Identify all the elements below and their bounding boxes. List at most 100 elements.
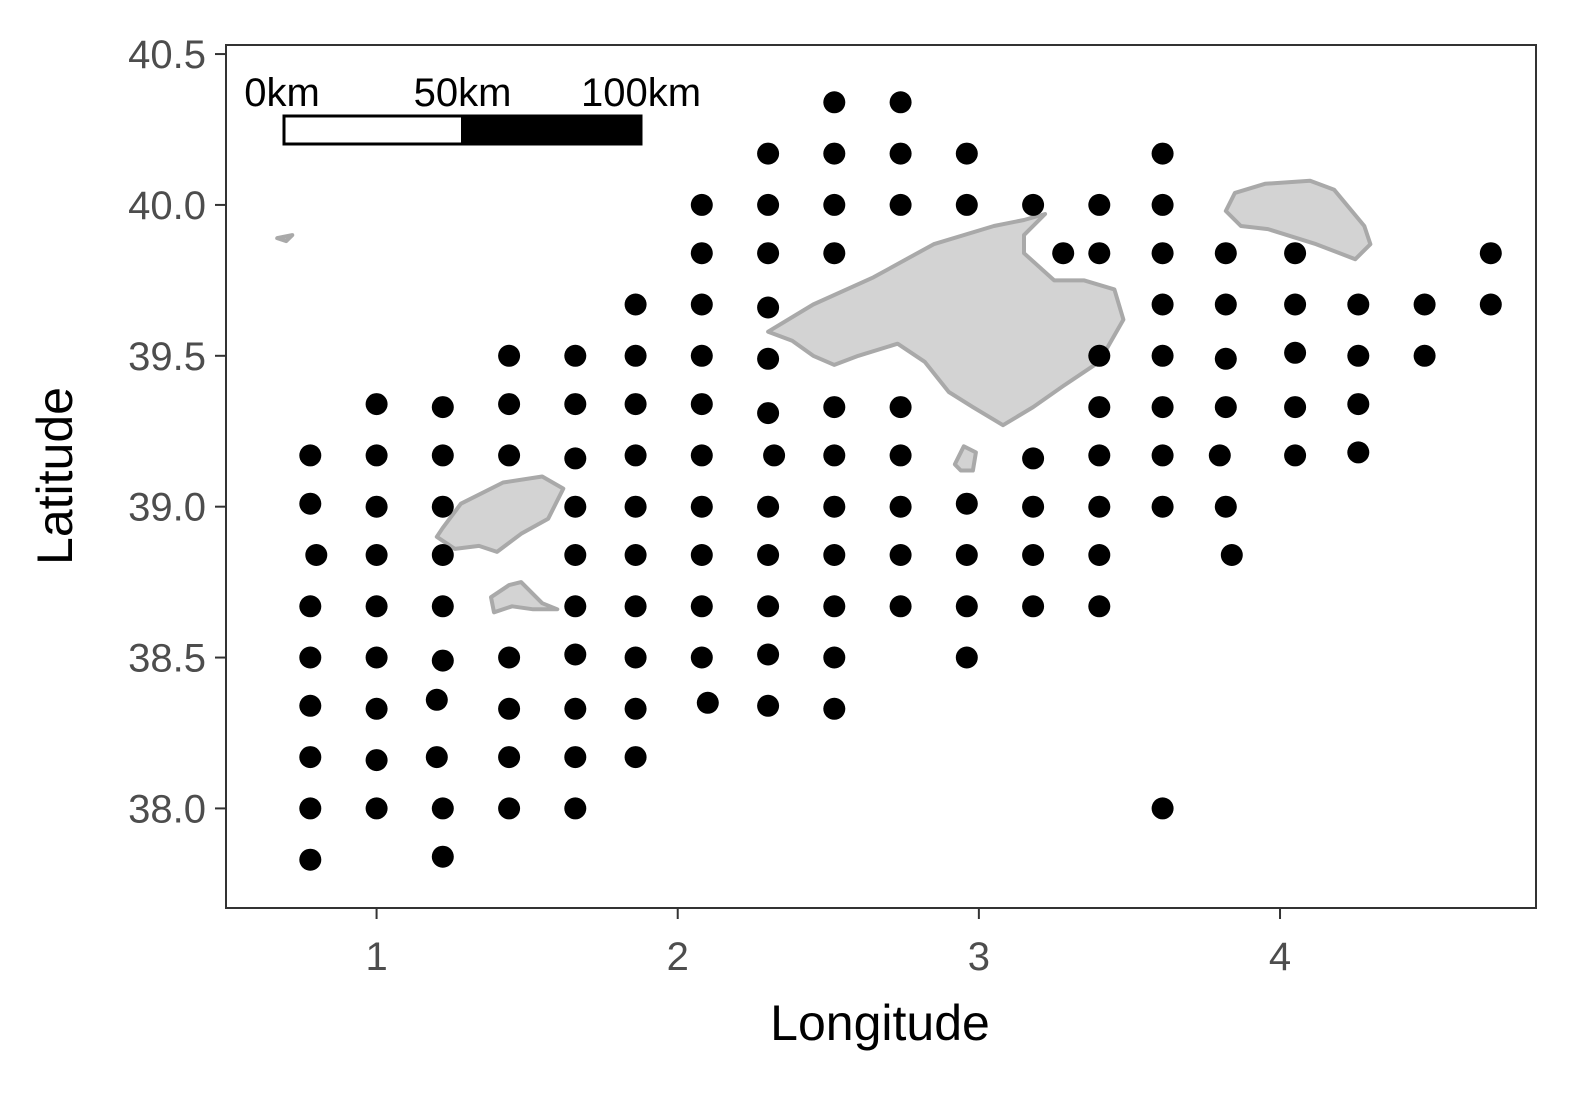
data-point <box>690 544 713 566</box>
data-point <box>299 746 322 769</box>
data-point <box>299 444 322 467</box>
data-point <box>1022 595 1045 618</box>
data-point <box>823 646 846 669</box>
data-point <box>690 444 713 467</box>
data-point <box>1022 495 1045 518</box>
scale-bar: 0km 50km 100km <box>244 71 701 146</box>
data-point <box>757 643 780 666</box>
x-axis: 1 2 3 4 <box>365 908 1291 979</box>
data-point <box>690 193 713 216</box>
data-point <box>757 242 780 265</box>
data-point <box>1022 544 1045 566</box>
data-point <box>1151 495 1174 518</box>
data-point <box>955 142 978 165</box>
data-point <box>431 396 454 419</box>
data-point <box>955 595 978 618</box>
data-point <box>889 495 912 518</box>
data-point <box>431 649 454 672</box>
data-point <box>1151 344 1174 367</box>
data-point <box>431 495 454 518</box>
data-point <box>299 694 322 717</box>
data-point <box>624 444 647 467</box>
data-point <box>365 444 388 467</box>
data-point <box>365 646 388 669</box>
data-point <box>955 544 978 566</box>
data-point <box>624 344 647 367</box>
data-point <box>299 595 322 618</box>
data-point <box>690 495 713 518</box>
data-point <box>365 749 388 772</box>
data-point <box>431 845 454 868</box>
data-point <box>498 697 521 720</box>
data-point <box>365 544 388 566</box>
data-point <box>365 595 388 618</box>
data-point <box>498 746 521 769</box>
data-point <box>305 544 328 566</box>
y-tick-label: 40.5 <box>128 33 206 77</box>
data-point <box>1151 396 1174 419</box>
land-layer <box>275 178 1373 615</box>
island-cabrera <box>952 444 978 473</box>
data-point <box>1208 444 1231 467</box>
data-point <box>1284 341 1307 364</box>
x-tick-label: 4 <box>1269 935 1291 979</box>
data-point <box>564 797 587 820</box>
data-point <box>1214 242 1237 265</box>
data-point <box>564 595 587 618</box>
data-point <box>624 746 647 769</box>
data-point <box>498 344 521 367</box>
x-axis-title: Longitude <box>770 995 990 1051</box>
y-axis-title: Latitude <box>27 387 83 565</box>
island-menorca <box>1223 178 1373 262</box>
data-point <box>757 142 780 165</box>
y-tick-label: 39.0 <box>128 486 206 530</box>
data-point <box>1413 344 1436 367</box>
data-point <box>1347 344 1370 367</box>
data-point <box>1284 396 1307 419</box>
data-point <box>889 444 912 467</box>
data-point <box>1151 293 1174 316</box>
data-point <box>1151 193 1174 216</box>
data-point <box>624 595 647 618</box>
data-point <box>1088 396 1111 419</box>
data-point <box>690 393 713 416</box>
data-point <box>1284 293 1307 316</box>
x-tick-label: 2 <box>667 935 689 979</box>
data-point <box>624 393 647 416</box>
data-point <box>498 393 521 416</box>
data-point <box>564 544 587 566</box>
data-point <box>425 746 448 769</box>
data-point <box>1088 193 1111 216</box>
data-point <box>889 595 912 618</box>
data-point <box>1151 797 1174 820</box>
panel-border <box>225 44 1537 909</box>
island-formentera <box>489 580 560 615</box>
data-point <box>1347 393 1370 416</box>
data-point <box>564 344 587 367</box>
data-point <box>1214 293 1237 316</box>
y-tick-label: 40.0 <box>128 184 206 228</box>
data-point <box>757 544 780 566</box>
data-point <box>1347 441 1370 464</box>
data-point <box>1151 142 1174 165</box>
data-point <box>624 293 647 316</box>
island-ibiza <box>434 474 566 554</box>
data-point <box>564 495 587 518</box>
data-point <box>564 447 587 470</box>
data-point <box>299 848 322 871</box>
data-point <box>696 691 719 714</box>
data-point <box>1284 444 1307 467</box>
data-point <box>889 142 912 165</box>
data-point <box>1214 347 1237 370</box>
scale-bar-label: 0km <box>244 71 320 115</box>
data-point <box>431 444 454 467</box>
data-point <box>1479 242 1502 265</box>
data-point <box>823 495 846 518</box>
data-point <box>1088 544 1111 566</box>
data-point <box>1214 396 1237 419</box>
data-point <box>624 495 647 518</box>
data-point <box>823 142 846 165</box>
data-point <box>690 344 713 367</box>
data-point <box>889 544 912 566</box>
